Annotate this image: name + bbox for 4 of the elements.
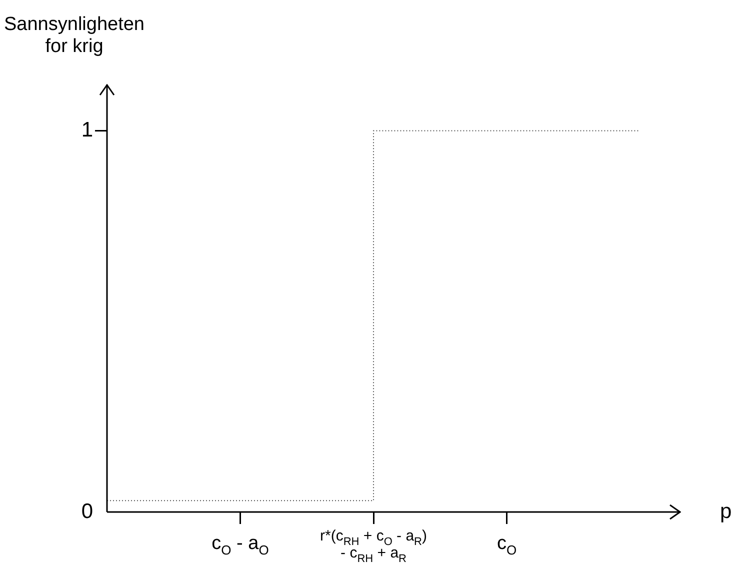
y-tick-label: 1 [81, 118, 93, 142]
y-tick-label: 0 [81, 500, 93, 523]
x-axis-title: p [720, 500, 732, 523]
y-axis-title: Sannsynligheten for krig [4, 14, 144, 57]
